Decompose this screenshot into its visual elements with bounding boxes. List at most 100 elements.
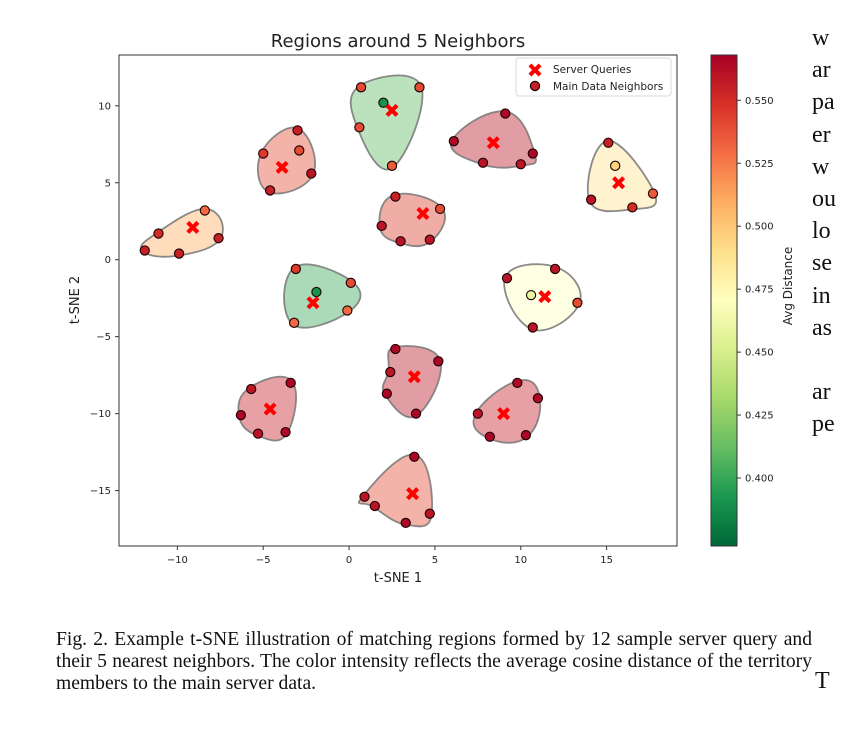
neighbor-point xyxy=(280,426,291,438)
colorbar-tick-label: 0.550 xyxy=(745,96,774,107)
neighbor-point xyxy=(173,248,185,259)
neighbor-point xyxy=(359,491,370,502)
query-marker xyxy=(275,160,289,174)
chart-title: Regions around 5 Neighbors xyxy=(271,31,526,52)
neighbor-point xyxy=(345,277,356,288)
neighbor-point xyxy=(378,97,389,108)
neighbor-point xyxy=(647,188,659,199)
neighbor-point xyxy=(525,289,537,301)
neighbor-point xyxy=(572,297,583,308)
neighbor-point xyxy=(381,388,392,399)
neighbor-point xyxy=(369,500,380,512)
neighbor-point xyxy=(532,393,544,404)
query-marker xyxy=(186,220,200,234)
neighbor-point xyxy=(252,428,264,439)
neighbor-point xyxy=(311,286,322,298)
x-tick-label: 10 xyxy=(514,555,527,566)
colorbar-tick-label: 0.450 xyxy=(745,348,774,359)
adjacent-column-line: lo xyxy=(812,218,831,245)
neighbor-point xyxy=(246,383,257,395)
neighbor-point xyxy=(433,356,444,367)
neighbor-point xyxy=(395,236,406,247)
adjacent-column-line: pe xyxy=(812,411,835,438)
adjacent-column-text: w ar pa er w ou lo se in as ar pe xyxy=(812,22,862,440)
legend: Server Queries Main Data Neighbors xyxy=(515,57,672,97)
neighbor-point xyxy=(342,305,353,316)
neighbor-point xyxy=(520,430,532,441)
y-tick-label: 5 xyxy=(105,178,111,189)
neighbor-point xyxy=(294,145,305,156)
colorbar-label: Avg Distance xyxy=(781,247,795,326)
region xyxy=(586,137,659,213)
query-marker xyxy=(406,487,420,501)
neighbor-point xyxy=(515,159,526,170)
y-tick-label: −5 xyxy=(96,332,111,343)
query-marker xyxy=(407,370,421,384)
neighbor-point xyxy=(527,322,538,333)
x-tick-label: 5 xyxy=(432,555,438,566)
region xyxy=(472,377,544,444)
neighbor-point xyxy=(603,137,614,148)
neighbor-point xyxy=(355,82,367,93)
adjacent-column-fragment: T xyxy=(815,668,830,694)
regions-layer xyxy=(139,74,659,529)
neighbor-point xyxy=(235,410,247,421)
region xyxy=(376,191,446,248)
neighbor-point xyxy=(390,191,401,202)
neighbor-point xyxy=(586,194,597,205)
legend-label-queries: Server Queries xyxy=(553,64,631,76)
adjacent-column-line: as xyxy=(812,314,832,341)
adjacent-column-line: ar xyxy=(812,379,831,406)
y-axis-label: t-SNE 2 xyxy=(68,276,83,324)
neighbor-point xyxy=(477,157,489,168)
neighbor-point xyxy=(292,125,303,136)
neighbor-point xyxy=(500,108,511,119)
x-tick-label: −5 xyxy=(256,555,271,566)
neighbor-point xyxy=(139,245,150,256)
plot-frame xyxy=(118,54,678,547)
x-axis: −10 −5 0 5 10 15 xyxy=(167,546,613,566)
region-area xyxy=(256,126,316,195)
region-area xyxy=(450,110,537,169)
adjacent-column-line: w xyxy=(812,153,830,180)
x-tick-label: 0 xyxy=(346,555,352,566)
y-axis: 10 5 0 −5 −10 −15 xyxy=(90,101,119,497)
adjacent-column-line: ou xyxy=(812,185,836,212)
region-area xyxy=(357,453,433,528)
neighbor-point xyxy=(424,508,435,519)
neighbor-point xyxy=(153,228,164,239)
legend-box xyxy=(515,57,672,97)
neighbor-point xyxy=(527,148,538,159)
neighbor-point xyxy=(409,451,420,462)
query-marker xyxy=(486,136,500,150)
query-marker xyxy=(538,290,552,304)
adjacent-column-line: pa xyxy=(812,89,835,116)
y-tick-label: 10 xyxy=(98,101,111,112)
neighbor-point xyxy=(434,203,446,215)
query-marker xyxy=(612,176,626,190)
colorbar xyxy=(710,54,738,547)
query-marker xyxy=(416,207,430,221)
x-tick-label: 15 xyxy=(600,555,613,566)
y-tick-label: −15 xyxy=(90,486,111,497)
adjacent-column-line: w xyxy=(812,25,830,51)
colorbar-tick-label: 0.425 xyxy=(745,411,774,422)
neighbor-point xyxy=(285,377,296,388)
colorbar-ticks: 0.550 0.525 0.500 0.475 0.450 0.425 0.400 xyxy=(737,96,774,485)
neighbor-point xyxy=(213,233,224,244)
neighbor-point xyxy=(199,205,210,216)
neighbor-point xyxy=(376,220,387,231)
neighbor-point xyxy=(258,148,269,159)
neighbor-point xyxy=(472,408,483,419)
y-tick-label: −10 xyxy=(90,409,111,420)
legend-neighbor-marker-icon xyxy=(529,80,541,92)
neighbor-point xyxy=(410,408,422,419)
region xyxy=(235,375,297,442)
neighbor-point xyxy=(385,366,396,378)
region xyxy=(448,108,538,170)
region-area xyxy=(378,192,446,248)
region xyxy=(139,205,224,259)
legend-label-neighbors: Main Data Neighbors xyxy=(553,81,663,93)
neighbor-point xyxy=(627,202,638,213)
neighbor-point xyxy=(290,263,301,275)
